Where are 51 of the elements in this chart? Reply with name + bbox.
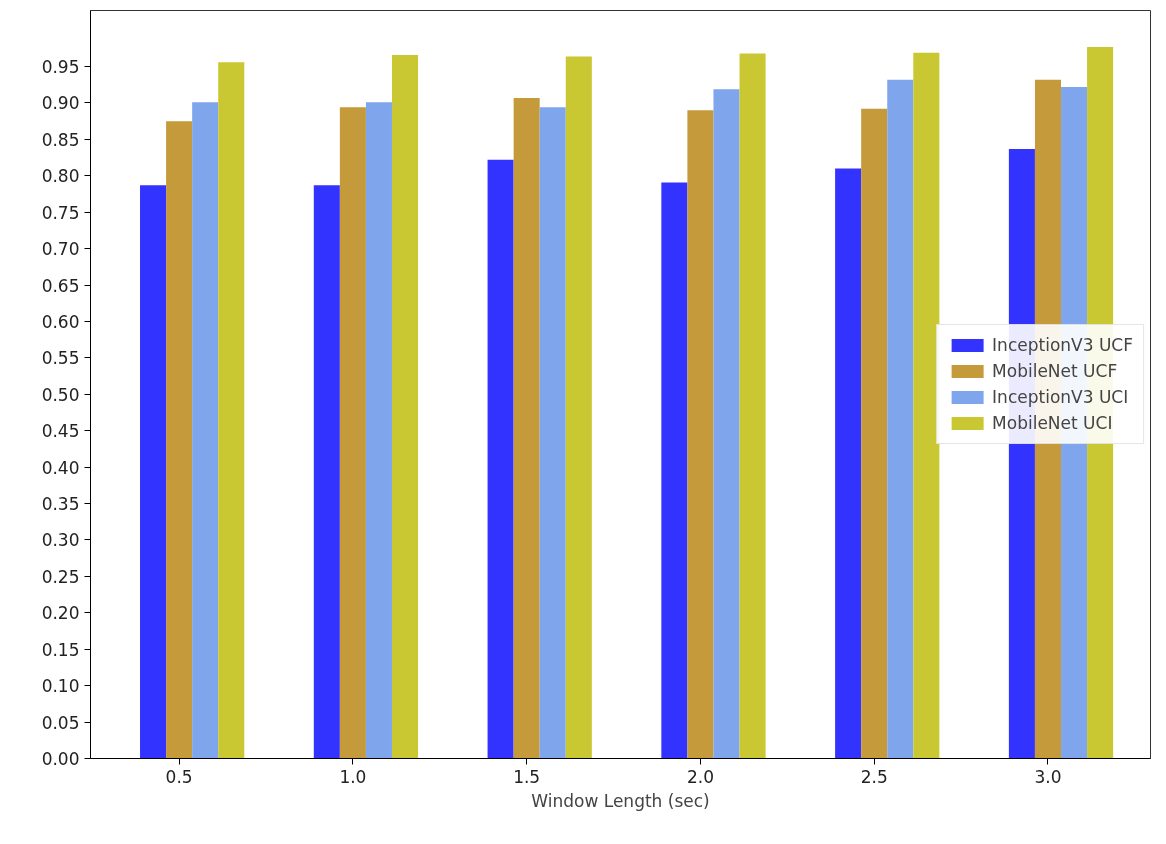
bar [391,54,419,759]
y-tick-label: 0.65 [41,275,80,296]
x-tick-label: 0.5 [165,766,193,787]
bar [218,62,245,759]
bar [713,89,740,759]
y-tick-label: 0.35 [41,494,80,515]
y-tick-label: 0.25 [41,566,80,587]
x-axis-title: Window Length (sec) [531,790,710,811]
x-tick-label: 2.0 [686,766,714,787]
bar [166,121,193,759]
bar [140,185,167,759]
bar [861,108,888,759]
x-tick-label: 2.5 [860,766,888,787]
bar [687,110,714,759]
legend-label: MobileNet UCI [992,413,1113,433]
x-tick-label: 3.0 [1034,766,1062,787]
y-tick-label: 0.60 [41,312,80,332]
y-tick-label: 0.90 [41,93,80,114]
bar [739,53,766,759]
y-tick-label: 0.00 [41,749,80,769]
bar [513,97,540,759]
bar [661,182,688,759]
y-tick-label: 0.40 [41,457,80,478]
bar [835,168,862,759]
y-tick-label: 0.95 [41,57,80,78]
legend-label: InceptionV3 UCI [992,387,1129,407]
y-tick-label: 0.15 [41,639,80,660]
y-tick-label: 0.85 [41,129,80,150]
bar [339,107,366,759]
y-tick-label: 0.05 [41,712,80,733]
bar [487,159,514,759]
bar [313,185,340,759]
y-tick-label: 0.20 [41,603,80,624]
y-tick-label: 0.55 [41,348,80,369]
legend-label: InceptionV3 UCF [992,335,1133,355]
y-tick-label: 0.80 [41,166,80,187]
y-tick-label: 0.50 [41,384,80,405]
bar [539,107,566,759]
y-tick-label: 0.75 [41,202,80,223]
bar [365,102,392,759]
y-tick-label: 0.45 [41,421,80,442]
x-tick-label: 1.0 [339,766,367,787]
bar [887,79,914,759]
bar [192,102,219,759]
x-tick-label: 1.5 [513,766,541,787]
bar [913,52,940,759]
y-tick-label: 0.10 [41,676,80,697]
legend-label: MobileNet UCF [992,361,1118,381]
y-tick-label: 0.70 [41,239,80,260]
y-tick-label: 0.30 [41,530,80,551]
bar [565,56,592,759]
